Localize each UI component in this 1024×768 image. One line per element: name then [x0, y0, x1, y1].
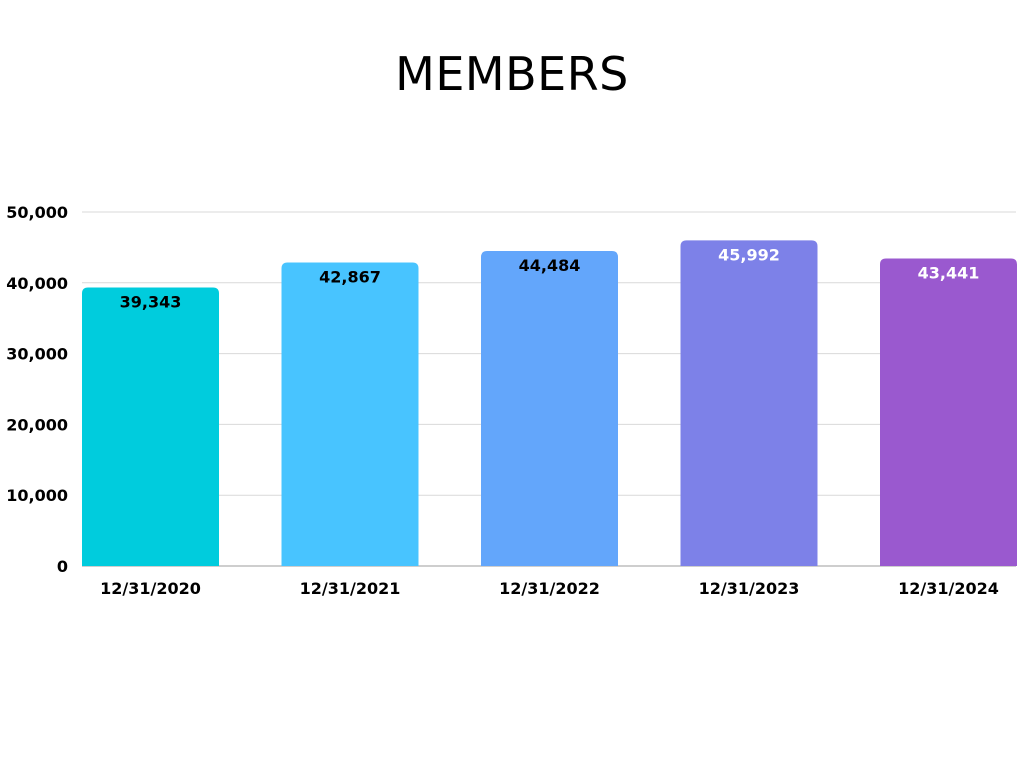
x-tick-label: 12/31/2023	[699, 579, 800, 598]
x-tick-label: 12/31/2022	[499, 579, 600, 598]
y-tick-label: 40,000	[6, 274, 68, 293]
y-tick-label: 30,000	[6, 345, 68, 364]
y-axis-ticks: 0 10,000 20,000 30,000 40,000 50,000	[6, 203, 68, 576]
bar-value-label: 45,992	[718, 245, 780, 264]
x-tick-label: 12/31/2021	[300, 579, 401, 598]
x-tick-label: 12/31/2024	[898, 579, 999, 598]
bar	[281, 262, 419, 566]
bars	[82, 240, 1017, 566]
bar	[880, 258, 1017, 566]
bar	[680, 240, 818, 566]
chart-title: MEMBERS	[395, 47, 629, 101]
x-tick-label: 12/31/2020	[100, 579, 201, 598]
bar-value-label: 39,343	[120, 292, 182, 311]
bar-value-label: 42,867	[319, 268, 381, 287]
y-tick-label: 10,000	[6, 486, 68, 505]
value-labels: 39,343 42,867 44,484 45,992 43,441	[120, 245, 980, 311]
bar-value-label: 43,441	[918, 263, 980, 282]
y-tick-label: 0	[57, 557, 68, 576]
bar	[82, 287, 219, 566]
x-axis-ticks: 12/31/2020 12/31/2021 12/31/2022 12/31/2023…	[100, 579, 999, 598]
y-tick-label: 50,000	[6, 203, 68, 222]
bar	[481, 251, 618, 566]
y-tick-label: 20,000	[6, 415, 68, 434]
bar-value-label: 44,484	[519, 256, 581, 275]
